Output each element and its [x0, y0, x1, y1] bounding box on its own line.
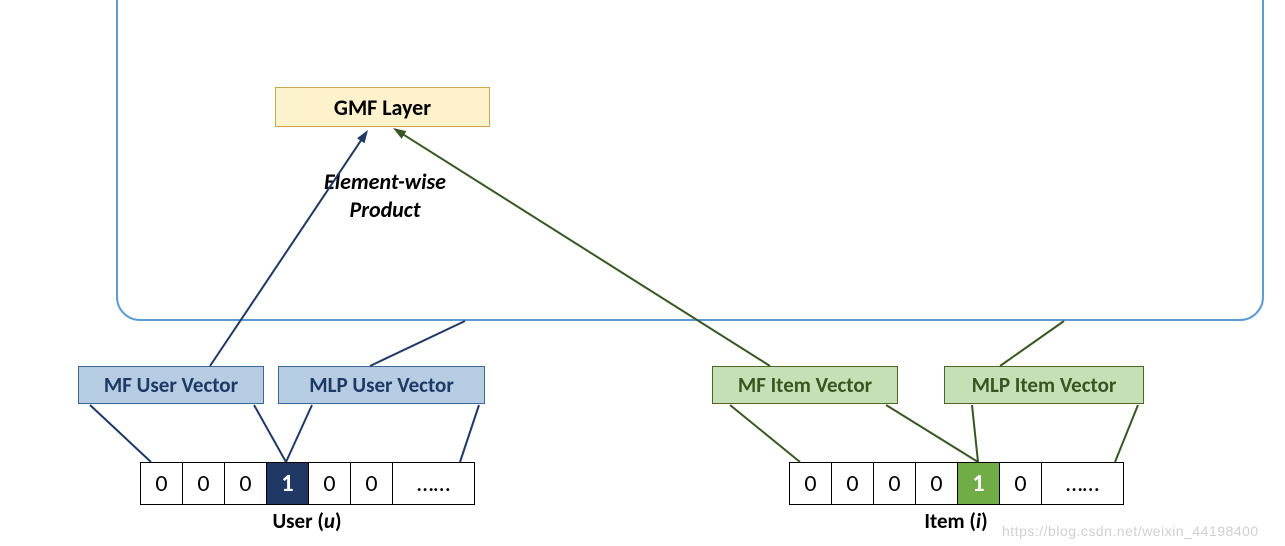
vector-cell: 1 [267, 463, 309, 505]
user-onehot-to-mf-user-left [90, 405, 151, 462]
mlp-item-to-up [1000, 321, 1064, 366]
watermark-text: https://blog.csdn.net/weixin_44198400 [1002, 523, 1259, 539]
user-onehot-to-mlp-user-right [460, 405, 479, 462]
vector-cell: 0 [874, 463, 916, 505]
vector-cell: 0 [309, 463, 351, 505]
item-onehot-to-mf-item-right [886, 405, 978, 462]
vector-cell: 0 [916, 463, 958, 505]
vector-cell: 0 [141, 463, 183, 505]
vector-cell: 0 [183, 463, 225, 505]
vector-cell: 0 [1000, 463, 1042, 505]
elementwise-product-label: Element-wise Product [295, 168, 475, 223]
vector-cell: 0 [832, 463, 874, 505]
mlp-user-to-up [370, 321, 465, 366]
elementwise-line2: Product [350, 196, 421, 223]
vector-cell: 1 [958, 463, 1000, 505]
item-onehot-to-mlp-item-left [972, 405, 978, 462]
item-onehot-vector: 000010…… [789, 462, 1124, 505]
mlp-user-vector: MLP User Vector [278, 366, 485, 404]
mf-user-vector: MF User Vector [78, 366, 264, 404]
vector-cell: 0 [351, 463, 393, 505]
outer-panel [116, 0, 1264, 321]
user-vector-caption: User (u) [140, 508, 474, 534]
item-onehot-to-mf-item-left [730, 405, 800, 462]
mlp-item-vector: MLP Item Vector [944, 366, 1144, 404]
item-onehot-to-mlp-item-right [1115, 405, 1138, 462]
elementwise-line1: Element-wise [324, 168, 446, 195]
gmf-layer-box: GMF Layer [275, 87, 490, 127]
mf-item-vector: MF Item Vector [712, 366, 898, 404]
vector-cell: …… [393, 463, 475, 505]
vector-cell: …… [1042, 463, 1124, 505]
vector-cell: 0 [225, 463, 267, 505]
vector-cell: 0 [790, 463, 832, 505]
gmf-layer-label: GMF Layer [334, 94, 431, 121]
user-onehot-to-mlp-user-left [286, 405, 312, 462]
user-onehot-to-mf-user-right [254, 405, 286, 462]
user-onehot-vector: 000100…… [140, 462, 475, 505]
